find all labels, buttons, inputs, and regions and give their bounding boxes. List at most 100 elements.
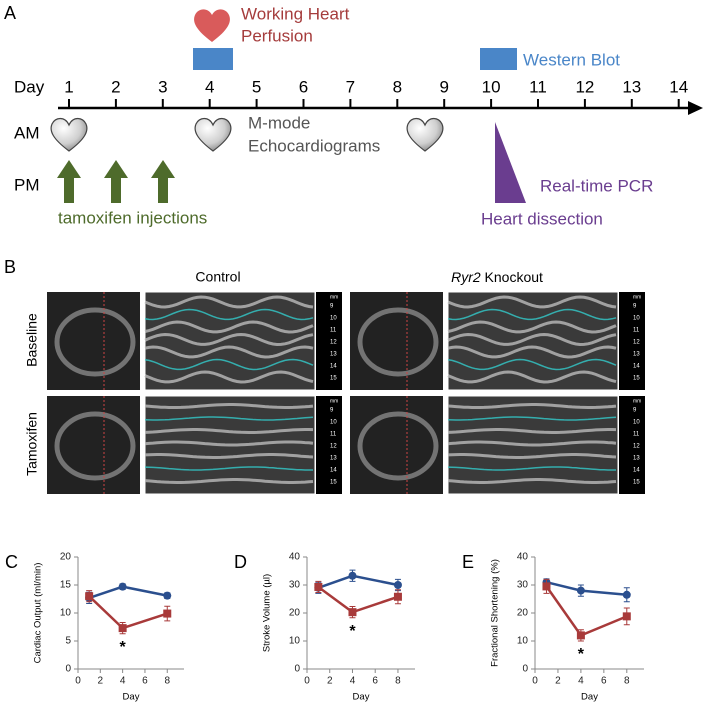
x-tick-label: 8 <box>164 676 170 687</box>
y-tick-label: 40 <box>289 552 301 563</box>
marker <box>163 609 172 618</box>
marker <box>393 581 402 589</box>
series-line <box>317 574 399 589</box>
scale-label: 11 <box>633 328 640 334</box>
scale-label: 11 <box>330 432 337 438</box>
y-tick-label: 0 <box>65 664 71 675</box>
echo-heart <box>54 411 136 481</box>
label: tamoxifen injections <box>58 208 207 227</box>
mmode-trace <box>144 308 314 321</box>
scale-label: 14 <box>633 364 640 370</box>
heart-icon <box>406 117 444 152</box>
scale-label: 15 <box>330 376 337 382</box>
y-tick-label: 15 <box>60 580 72 591</box>
day-label: 8 <box>393 77 402 96</box>
x-tick-label: 8 <box>395 676 401 687</box>
scale-unit: mm <box>330 398 338 404</box>
label: Working Heart <box>241 4 350 23</box>
mmode-trace <box>144 370 314 384</box>
mmode-trace <box>447 416 617 421</box>
scale-label: 13 <box>330 456 337 462</box>
y-tick-label: 0 <box>522 664 528 675</box>
panel-letter: B <box>4 257 16 277</box>
heart-icon <box>194 9 230 43</box>
day-label: 12 <box>575 77 594 96</box>
day-label: 1 <box>64 77 73 96</box>
marker <box>348 571 357 580</box>
day-label: 3 <box>158 77 167 96</box>
echo-heart <box>357 411 439 481</box>
mmode-trace <box>144 295 314 309</box>
x-tick-label: 8 <box>624 676 630 687</box>
label: AM <box>14 123 40 142</box>
mmode-trace <box>144 428 314 434</box>
y-tick-label: 0 <box>294 664 300 675</box>
marker <box>348 608 357 617</box>
scale-label: 14 <box>330 468 337 474</box>
row-title: Tamoxifen <box>24 412 40 476</box>
series-line <box>546 580 627 597</box>
mmode-trace <box>144 440 314 447</box>
day-label: 10 <box>482 77 501 96</box>
mmode-trace <box>447 295 617 309</box>
day-label: 4 <box>205 77 214 96</box>
scale-label: 9 <box>633 304 637 310</box>
scale-label: 10 <box>330 316 337 322</box>
mmode-trace <box>144 478 314 484</box>
mmode-trace <box>447 478 617 484</box>
mmode-trace <box>144 320 314 334</box>
y-tick-label: 20 <box>60 552 72 563</box>
scale-label: 14 <box>330 364 337 370</box>
y-axis-label: Fractional Shortening (%) <box>490 559 501 667</box>
marker <box>314 582 323 591</box>
block <box>480 48 517 70</box>
x-axis-label: Day <box>123 692 140 703</box>
day-label: 5 <box>252 77 261 96</box>
day-label: 11 <box>529 77 547 96</box>
y-tick-label: 40 <box>517 552 529 563</box>
x-tick-label: 0 <box>532 676 538 687</box>
heart-icon <box>50 117 88 152</box>
mmode-trace <box>447 428 617 434</box>
y-tick-label: 30 <box>289 580 301 591</box>
mmode-trace <box>447 440 617 447</box>
scale-label: 12 <box>330 340 337 346</box>
scale-bar <box>316 396 342 494</box>
scale-label: 10 <box>330 420 337 426</box>
x-axis-label: Day <box>353 692 370 703</box>
scale-label: 15 <box>633 480 640 486</box>
scale-label: 13 <box>330 352 337 358</box>
y-tick-label: 10 <box>289 636 301 647</box>
mmode-trace <box>447 332 617 347</box>
label: Real-time PCR <box>540 176 653 195</box>
heart-icon <box>194 117 232 152</box>
marker <box>163 591 172 600</box>
day-label: 13 <box>622 77 641 96</box>
scale-bar <box>619 396 645 494</box>
scale-label: 11 <box>330 328 337 334</box>
x-axis-label: Day <box>581 692 598 703</box>
marker <box>118 582 127 591</box>
y-tick-label: 30 <box>517 580 529 591</box>
x-tick-label: 2 <box>327 676 333 687</box>
marker <box>622 590 631 599</box>
y-tick-label: 20 <box>517 608 529 619</box>
scale-label: 11 <box>633 432 640 438</box>
marker <box>85 592 94 601</box>
marker <box>393 592 402 601</box>
x-tick-label: 4 <box>578 676 584 687</box>
annotation: * <box>120 639 127 656</box>
marker <box>576 586 585 595</box>
day-label: 9 <box>439 77 448 96</box>
mmode-trace <box>447 345 617 359</box>
x-tick-label: 6 <box>601 676 607 687</box>
scale-label: 12 <box>633 340 640 346</box>
mmode-trace <box>447 453 617 459</box>
scale-label: 10 <box>633 420 640 426</box>
mmode-trace <box>144 416 314 421</box>
x-tick-label: 2 <box>555 676 561 687</box>
label: Echocardiograms <box>248 136 380 155</box>
marker <box>542 582 551 591</box>
label: Knockout <box>485 269 543 285</box>
